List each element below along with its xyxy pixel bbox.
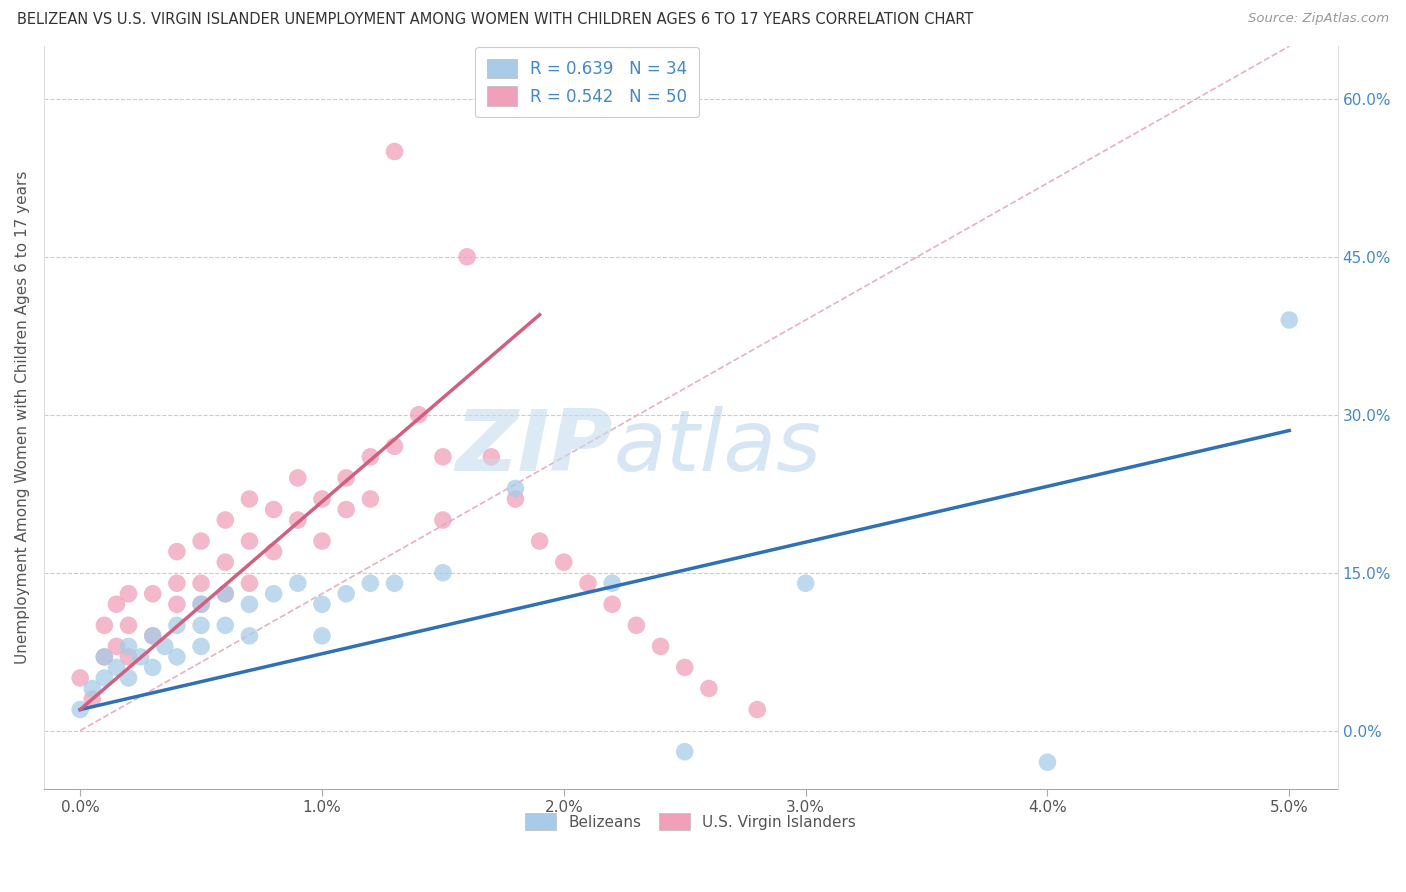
Point bbox=[93, 618, 115, 632]
Point bbox=[214, 618, 236, 632]
Point bbox=[166, 618, 188, 632]
Text: Source: ZipAtlas.com: Source: ZipAtlas.com bbox=[1249, 12, 1389, 25]
Point bbox=[263, 544, 285, 558]
Point bbox=[505, 482, 527, 496]
Point bbox=[238, 629, 260, 643]
Point bbox=[153, 640, 176, 654]
Point bbox=[626, 618, 648, 632]
Point bbox=[673, 660, 696, 674]
Point bbox=[105, 660, 128, 674]
Point bbox=[359, 576, 381, 591]
Point bbox=[794, 576, 817, 591]
Point bbox=[529, 534, 551, 549]
Point bbox=[311, 629, 333, 643]
Point bbox=[117, 640, 139, 654]
Point bbox=[238, 597, 260, 611]
Point bbox=[263, 502, 285, 516]
Text: BELIZEAN VS U.S. VIRGIN ISLANDER UNEMPLOYMENT AMONG WOMEN WITH CHILDREN AGES 6 T: BELIZEAN VS U.S. VIRGIN ISLANDER UNEMPLO… bbox=[17, 12, 973, 27]
Point bbox=[287, 471, 309, 485]
Legend: Belizeans, U.S. Virgin Islanders: Belizeans, U.S. Virgin Islanders bbox=[519, 806, 862, 837]
Point bbox=[384, 439, 406, 453]
Point bbox=[117, 587, 139, 601]
Point bbox=[214, 513, 236, 527]
Point bbox=[166, 576, 188, 591]
Point bbox=[105, 640, 128, 654]
Point bbox=[238, 576, 260, 591]
Point bbox=[93, 649, 115, 664]
Point bbox=[600, 576, 623, 591]
Point bbox=[553, 555, 575, 569]
Point bbox=[1278, 313, 1301, 327]
Y-axis label: Unemployment Among Women with Children Ages 6 to 17 years: Unemployment Among Women with Children A… bbox=[15, 170, 30, 664]
Point bbox=[747, 702, 769, 716]
Point bbox=[263, 587, 285, 601]
Point bbox=[311, 491, 333, 506]
Point bbox=[359, 491, 381, 506]
Point bbox=[117, 671, 139, 685]
Point bbox=[69, 671, 91, 685]
Point bbox=[287, 513, 309, 527]
Point bbox=[117, 649, 139, 664]
Text: ZIP: ZIP bbox=[456, 406, 613, 489]
Point bbox=[190, 597, 212, 611]
Point bbox=[82, 692, 104, 706]
Point bbox=[287, 576, 309, 591]
Point bbox=[650, 640, 672, 654]
Point bbox=[432, 450, 454, 464]
Point bbox=[456, 250, 478, 264]
Point bbox=[117, 618, 139, 632]
Point bbox=[93, 649, 115, 664]
Point bbox=[214, 587, 236, 601]
Point bbox=[1036, 755, 1059, 769]
Point bbox=[335, 587, 357, 601]
Point bbox=[697, 681, 720, 696]
Point bbox=[384, 576, 406, 591]
Point bbox=[359, 450, 381, 464]
Point bbox=[600, 597, 623, 611]
Point bbox=[311, 534, 333, 549]
Point bbox=[479, 450, 502, 464]
Point bbox=[190, 576, 212, 591]
Point bbox=[432, 566, 454, 580]
Point bbox=[408, 408, 430, 422]
Point bbox=[505, 491, 527, 506]
Point bbox=[166, 649, 188, 664]
Point bbox=[238, 491, 260, 506]
Point bbox=[105, 597, 128, 611]
Point bbox=[142, 587, 165, 601]
Point bbox=[432, 513, 454, 527]
Point bbox=[166, 544, 188, 558]
Point bbox=[384, 145, 406, 159]
Point bbox=[335, 502, 357, 516]
Text: atlas: atlas bbox=[613, 406, 821, 489]
Point bbox=[190, 618, 212, 632]
Point bbox=[93, 671, 115, 685]
Point bbox=[69, 702, 91, 716]
Point bbox=[214, 555, 236, 569]
Point bbox=[190, 597, 212, 611]
Point bbox=[214, 587, 236, 601]
Point bbox=[576, 576, 599, 591]
Point bbox=[238, 534, 260, 549]
Point bbox=[190, 534, 212, 549]
Point bbox=[673, 745, 696, 759]
Point bbox=[190, 640, 212, 654]
Point bbox=[129, 649, 152, 664]
Point bbox=[166, 597, 188, 611]
Point bbox=[335, 471, 357, 485]
Point bbox=[82, 681, 104, 696]
Point bbox=[142, 629, 165, 643]
Point bbox=[142, 660, 165, 674]
Point bbox=[311, 597, 333, 611]
Point bbox=[142, 629, 165, 643]
